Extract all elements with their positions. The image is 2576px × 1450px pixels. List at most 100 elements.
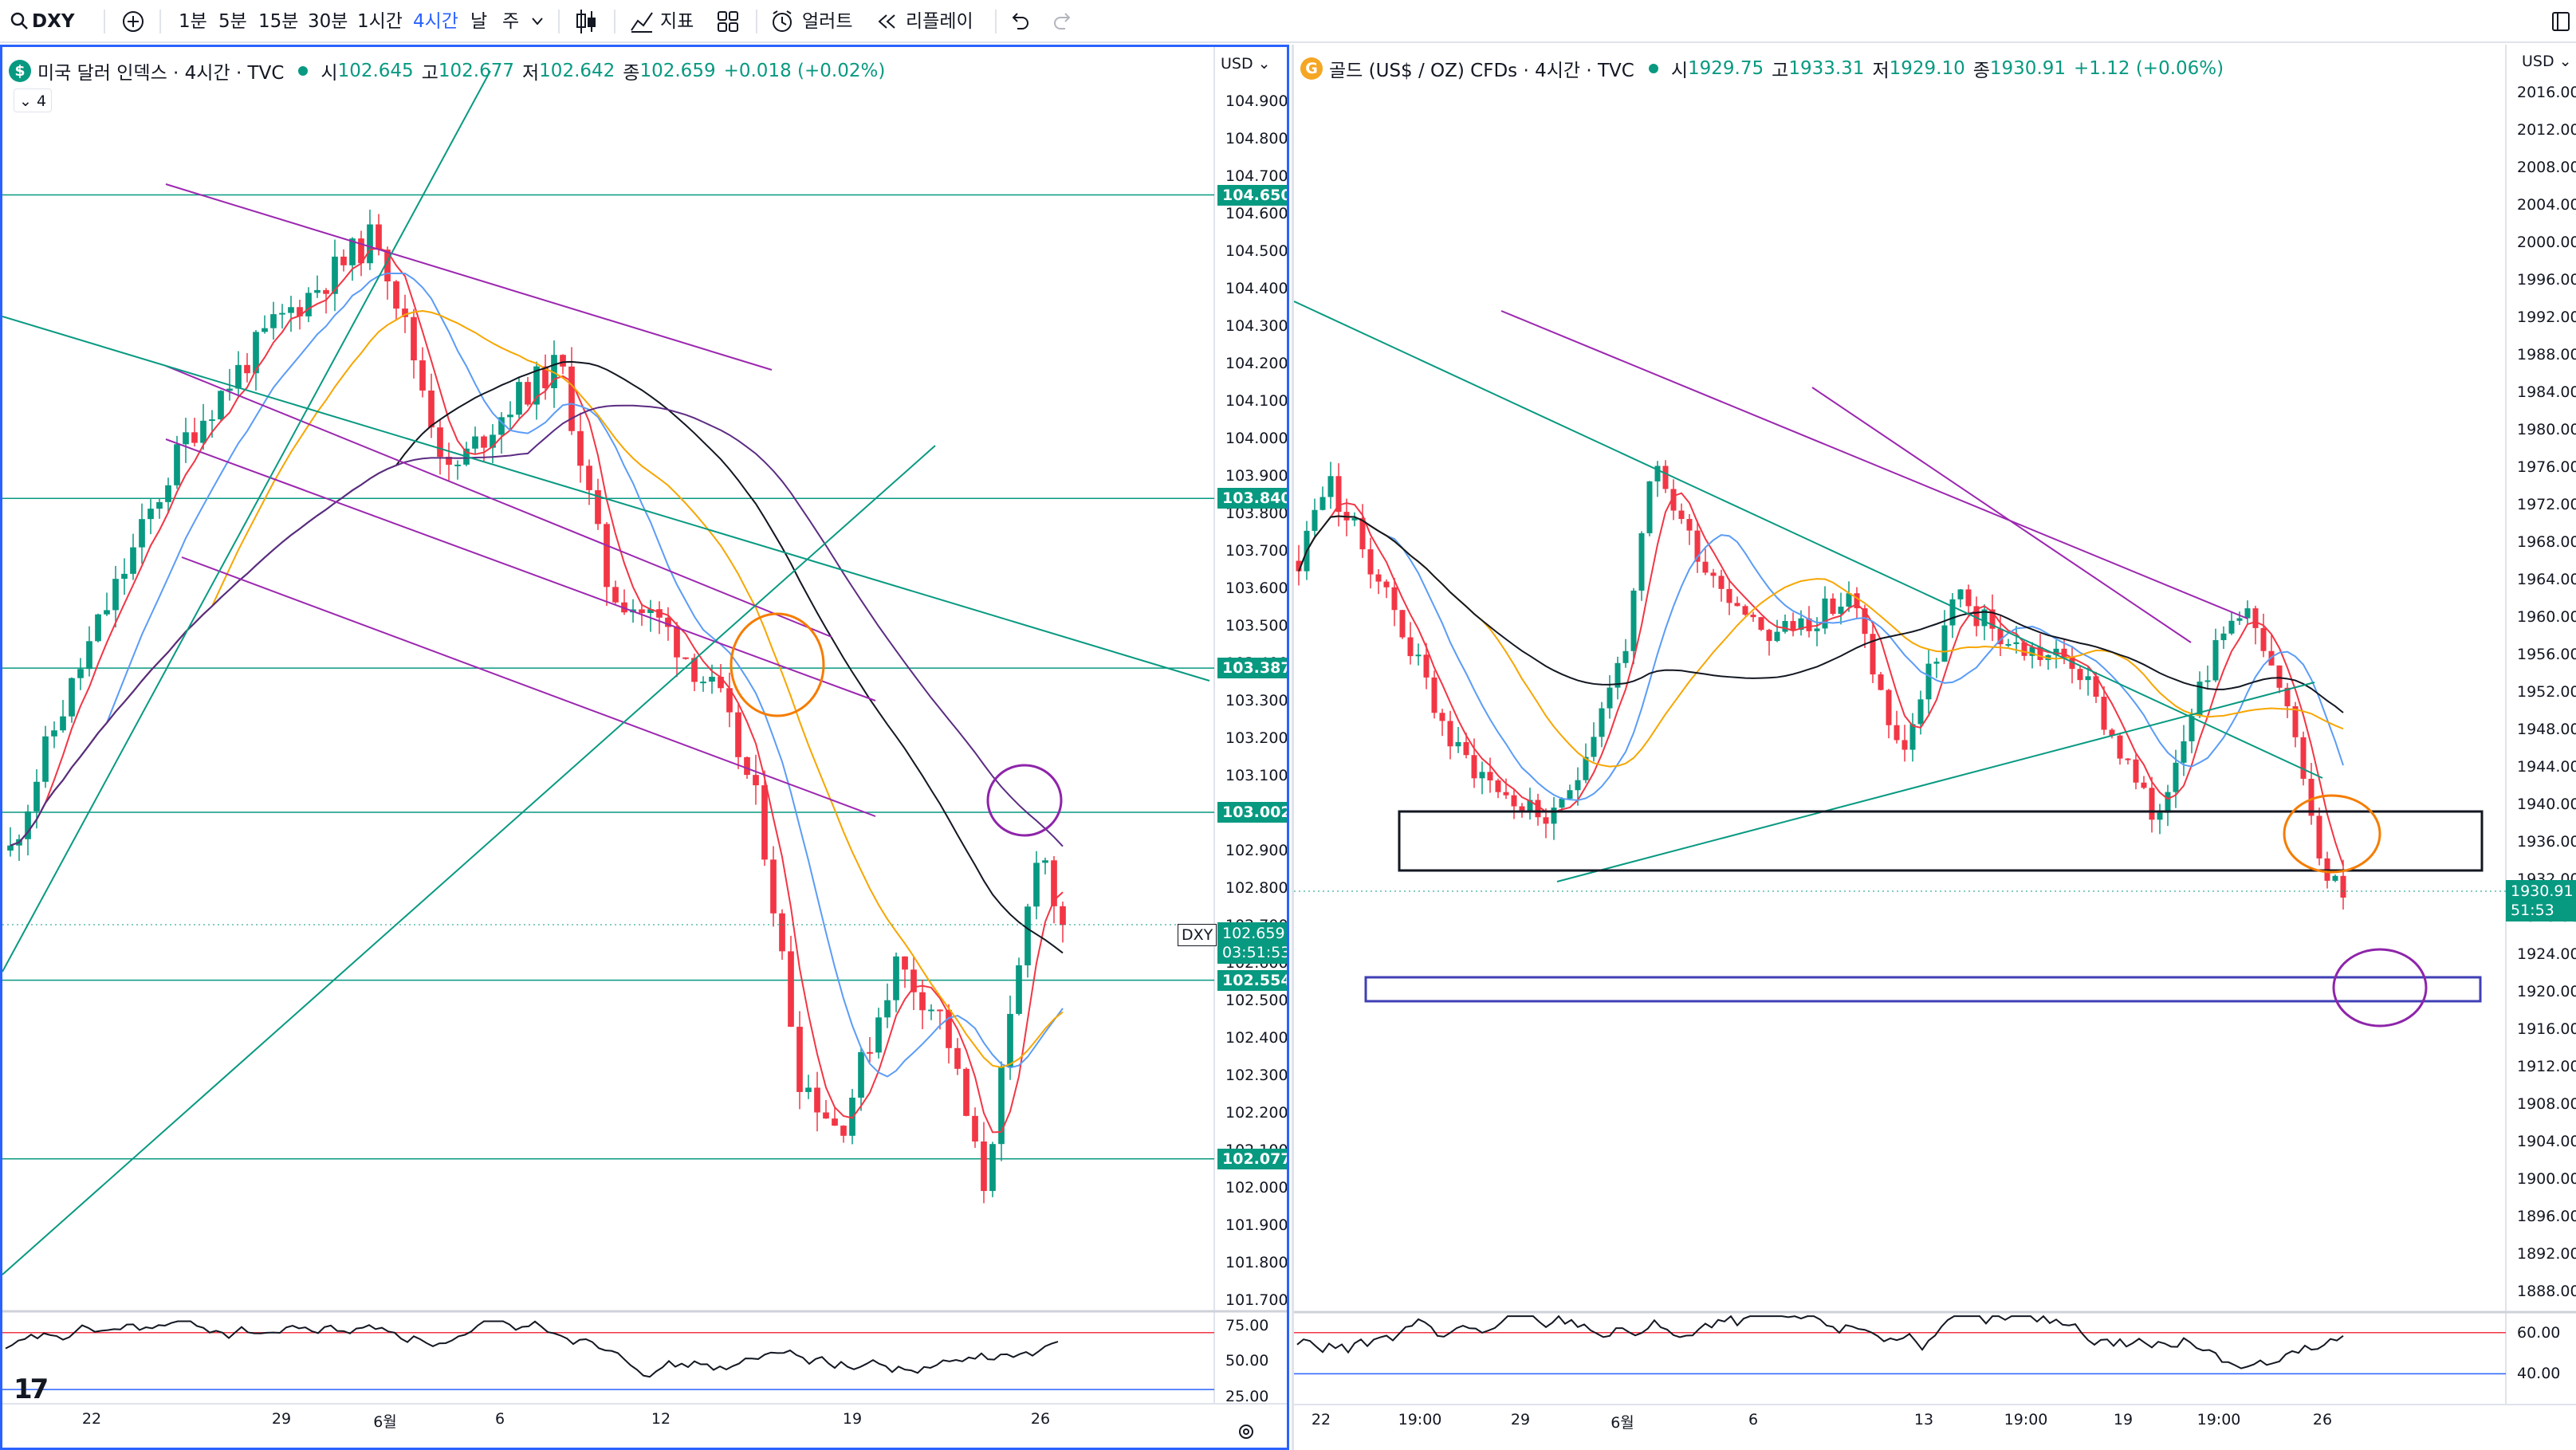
candle-body: [1042, 860, 1048, 863]
replay-icon[interactable]: [877, 14, 898, 29]
interval-1m[interactable]: 1분: [179, 11, 207, 32]
replay-button[interactable]: 리플레이: [906, 11, 973, 32]
toolbar-divider: [614, 10, 615, 33]
candle-body: [490, 434, 496, 448]
indicators-collapse-button[interactable]: ⌄ 4: [14, 88, 53, 112]
redo-icon[interactable]: [1052, 11, 1073, 30]
dxy-chart-canvas[interactable]: [2, 47, 1287, 1448]
price-tick: 104.400: [1225, 280, 1288, 297]
alert-button[interactable]: 얼러트: [802, 11, 853, 32]
candle-body: [937, 1009, 943, 1012]
candle-body: [2141, 782, 2147, 788]
symbol-tag: DXY: [1178, 924, 1217, 946]
highlight-circle: [986, 764, 1063, 837]
price-tick: 1968.00: [2517, 533, 2576, 551]
settings-gear-icon[interactable]: [1237, 1422, 1256, 1441]
chevron-down-icon[interactable]: [531, 16, 544, 27]
search-icon[interactable]: [10, 11, 29, 30]
interval-4h[interactable]: 4시간: [413, 11, 458, 32]
candle-body: [1646, 481, 1653, 533]
candle-body: [1519, 806, 1525, 812]
candle-body: [147, 509, 154, 520]
candle-body: [2101, 697, 2107, 730]
candle-body: [1766, 630, 1772, 642]
candle-body: [1487, 772, 1493, 781]
highlight-circle: [2332, 948, 2428, 1028]
level-price-label: 103.840: [1217, 488, 1287, 509]
gold-chart-pane[interactable]: G 골드 (US$ / OZ) CFDs · 4시간 · TVC 시 1929.7…: [1292, 45, 2576, 1450]
toolbar-divider: [558, 10, 560, 33]
symbol-search-button[interactable]: DXY: [32, 11, 75, 32]
candle-body: [867, 1051, 873, 1054]
candle-body: [577, 430, 584, 466]
dxy-title[interactable]: 미국 달러 인덱스 · 4시간 · TVC: [37, 63, 285, 84]
ma-mid-line: [1298, 515, 2344, 801]
price-tick: 1924.00: [2517, 945, 2576, 963]
price-tick: 1892.00: [2517, 1245, 2576, 1263]
ma-200-line: [10, 360, 1064, 954]
candle-body: [1654, 466, 1661, 481]
price-tick: 1992.00: [2517, 308, 2576, 326]
candle-body: [972, 1115, 978, 1142]
candle-body: [86, 641, 92, 670]
candle-body: [2252, 608, 2259, 628]
top-toolbar: DXY 1분 5분 15분 30분 1시간 4시간 날 주 지표 얼러트 리플레…: [0, 0, 2576, 43]
tradingview-logo[interactable]: 17: [14, 1373, 49, 1405]
candle-body: [244, 364, 250, 374]
indicators-button[interactable]: 지표: [660, 11, 694, 32]
price-tick: 1944.00: [2517, 758, 2576, 776]
price-tick: 104.200: [1225, 355, 1288, 372]
candle-body: [1016, 965, 1022, 1014]
gold-chart-canvas[interactable]: [1294, 45, 2576, 1450]
add-symbol-icon[interactable]: [121, 10, 145, 33]
candle-body: [551, 355, 557, 389]
candle-body: [60, 716, 66, 731]
candle-body: [1033, 863, 1040, 907]
price-tick: 103.800: [1225, 505, 1288, 522]
currency-unit[interactable]: USD ⌄: [2522, 53, 2572, 70]
candle-body: [1543, 817, 1549, 824]
candle-body: [2236, 618, 2243, 621]
interval-15m[interactable]: 15분: [258, 11, 299, 32]
time-tick: 19:00: [2196, 1411, 2241, 1428]
candle-body: [1479, 772, 1485, 779]
price-tick: 103.300: [1225, 692, 1288, 709]
candle-body: [1694, 530, 1701, 562]
time-tick: 6: [1748, 1411, 1759, 1428]
candle-body: [2276, 665, 2283, 688]
candle-body: [1455, 741, 1461, 747]
candle-chart-icon[interactable]: [574, 8, 598, 35]
price-tick: 1996.00: [2517, 271, 2576, 289]
interval-week[interactable]: 주: [502, 11, 520, 32]
candle-body: [393, 281, 399, 309]
candle-body: [498, 417, 505, 435]
candle-body: [1351, 517, 1358, 521]
candle-body: [2220, 633, 2227, 641]
dxy-chart-pane[interactable]: $ 미국 달러 인덱스 · 4시간 · TVC 시 102.645 고 102.67…: [0, 45, 1289, 1450]
time-tick: 6: [494, 1410, 505, 1428]
layout-grid-icon[interactable]: [716, 10, 740, 33]
interval-day[interactable]: 날: [470, 11, 488, 32]
interval-30m[interactable]: 30분: [308, 11, 348, 32]
undo-icon[interactable]: [1009, 11, 1030, 30]
candle-body: [42, 736, 49, 782]
candle-body: [1535, 800, 1541, 818]
candle-body: [200, 420, 206, 443]
rsi-tick: 50.00: [1225, 1352, 1269, 1370]
candle-body: [919, 992, 926, 1011]
candle-body: [367, 224, 373, 264]
interval-1h[interactable]: 1시간: [357, 11, 403, 32]
interval-5m[interactable]: 5분: [218, 11, 247, 32]
fullscreen-icon[interactable]: [2551, 11, 2570, 32]
candle-body: [1894, 725, 1900, 741]
alert-clock-icon[interactable]: [770, 10, 794, 33]
indicators-icon[interactable]: [630, 10, 654, 33]
currency-unit[interactable]: USD ⌄: [1221, 55, 1271, 73]
candle-body: [2189, 716, 2195, 741]
candle-body: [209, 419, 215, 422]
candle-body: [1463, 741, 1469, 756]
price-tick: 1896.00: [2517, 1208, 2576, 1225]
gold-title[interactable]: 골드 (US$ / OZ) CFDs · 4시간 · TVC: [1329, 61, 1634, 81]
candle-body: [507, 415, 513, 418]
low-value: 1929.10: [1889, 58, 1965, 79]
